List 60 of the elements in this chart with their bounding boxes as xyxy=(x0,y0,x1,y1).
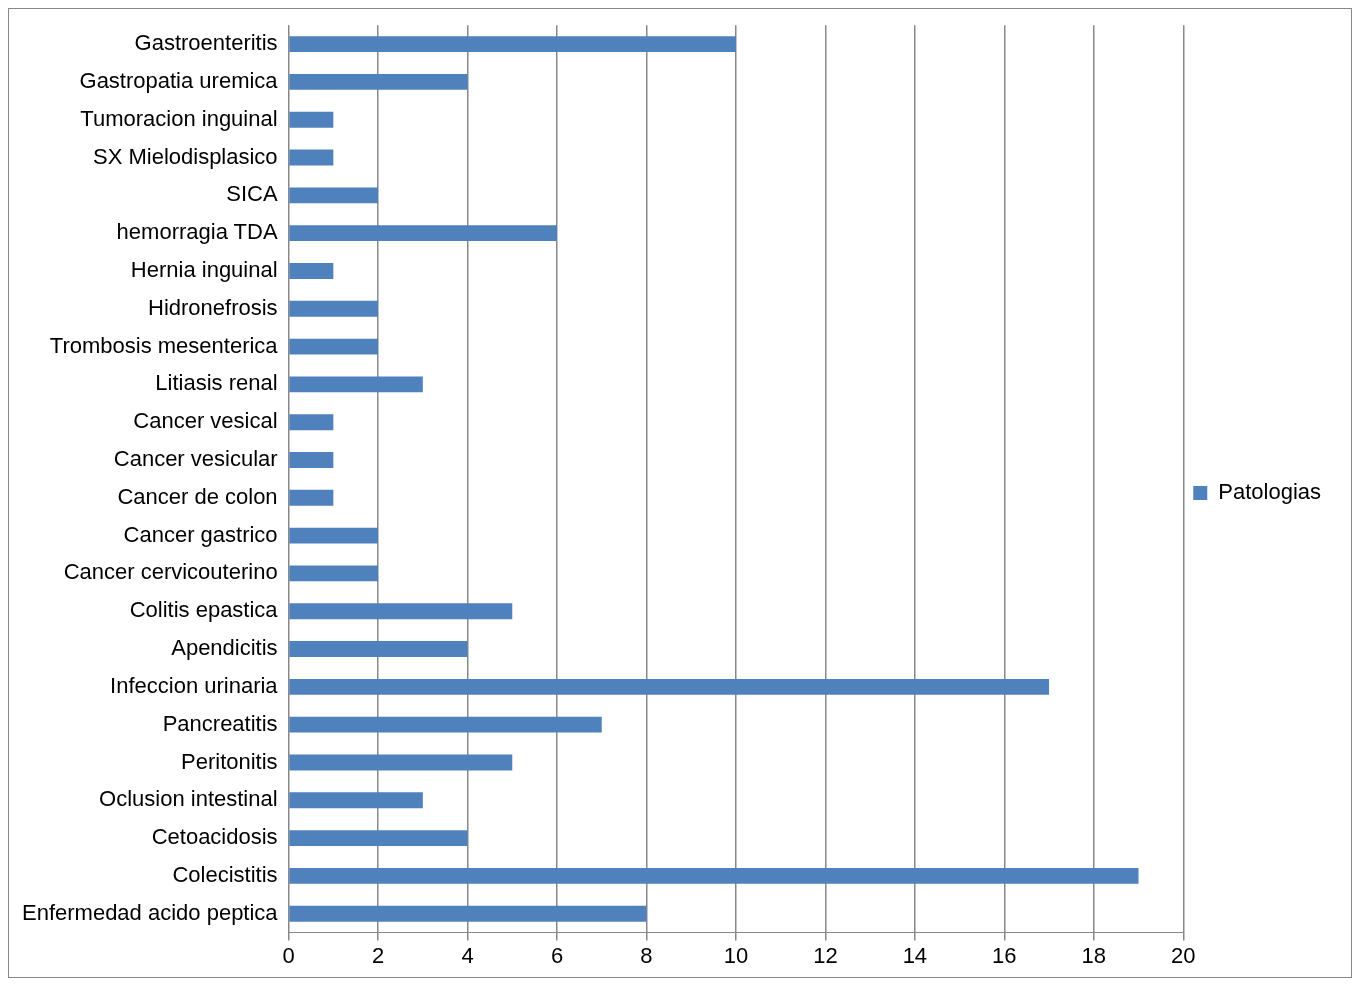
y-tick-label: Colecistitis xyxy=(172,861,278,887)
bar xyxy=(289,489,334,506)
y-tick-label: Gastropatia uremica xyxy=(79,67,279,93)
y-tick-label: Trombosis mesenterica xyxy=(49,332,279,358)
bar xyxy=(289,73,468,90)
y-tick-label: Cancer gastrico xyxy=(123,521,278,547)
bar xyxy=(289,111,334,128)
y-tick-label: Hernia inguinal xyxy=(130,257,278,283)
bar xyxy=(289,225,558,242)
bar xyxy=(289,905,647,922)
x-tick-label: 4 xyxy=(461,942,474,968)
y-tick-label: Tumoracion inguinal xyxy=(80,105,278,131)
x-tick-label: 6 xyxy=(550,942,564,968)
bar xyxy=(289,36,736,53)
bar xyxy=(289,338,379,355)
y-tick-label: Gastroenteritis xyxy=(134,30,278,56)
y-tick-label: Cetoacidosis xyxy=(151,824,278,850)
bar xyxy=(289,603,513,620)
bar xyxy=(289,641,468,657)
bar xyxy=(289,187,379,204)
y-tick-label: Hidronefrosis xyxy=(148,294,278,320)
bar xyxy=(289,414,334,431)
y-tick-label: hemorragia TDA xyxy=(116,219,278,245)
bar xyxy=(289,792,423,809)
x-tick-label: 20 xyxy=(1171,942,1196,968)
y-tick-label: Cancer vesical xyxy=(133,408,278,434)
x-tick-label: 16 xyxy=(992,942,1017,968)
bar xyxy=(289,149,334,166)
y-tick-label: Apendicitis xyxy=(171,635,278,661)
bar xyxy=(289,376,423,393)
bar xyxy=(289,527,379,544)
bar xyxy=(289,452,334,468)
bar xyxy=(289,754,513,771)
y-tick-label: SICA xyxy=(226,181,278,207)
y-tick-label: Pancreatitis xyxy=(162,710,278,736)
y-tick-label: SX Mielodisplasico xyxy=(92,143,278,169)
x-tick-label: 12 xyxy=(813,942,838,968)
x-tick-label: 14 xyxy=(902,942,928,968)
y-tick-label: Colitis epastica xyxy=(129,597,279,623)
x-tick-label: 10 xyxy=(723,942,749,968)
x-tick-label: 18 xyxy=(1081,942,1107,968)
bar xyxy=(289,300,379,317)
y-tick-label: Oclusion intestinal xyxy=(99,786,278,812)
bar xyxy=(289,716,602,733)
bar xyxy=(289,830,468,847)
y-tick-label: Cancer cervicouterino xyxy=(63,559,278,585)
x-tick-label: 8 xyxy=(640,942,653,968)
y-tick-label: Peritonitis xyxy=(181,748,278,774)
bar xyxy=(289,263,334,279)
bar xyxy=(289,565,379,582)
y-tick-label: Litiasis renal xyxy=(155,370,278,396)
y-tick-label: Infeccion urinaria xyxy=(110,672,279,698)
y-tick-label: Enfermedad acido peptica xyxy=(21,899,279,925)
y-tick-label: Cancer de colon xyxy=(117,483,278,509)
x-tick-label: 2 xyxy=(371,942,385,968)
legend-label: Patologias xyxy=(1218,479,1322,505)
x-tick-label: 0 xyxy=(282,942,295,968)
bar xyxy=(289,867,1139,884)
y-tick-label: Cancer vesicular xyxy=(113,446,278,472)
bar xyxy=(289,678,1050,695)
